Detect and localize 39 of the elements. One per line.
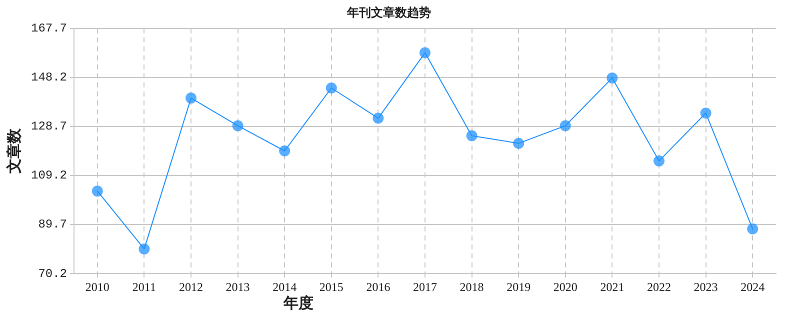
point xyxy=(326,82,337,94)
point xyxy=(186,92,197,104)
x-tick-label: 2019 xyxy=(506,280,531,294)
y-tick-label: 148.2 xyxy=(30,70,68,85)
x-tick-label: 2024 xyxy=(740,280,765,294)
point xyxy=(420,47,431,58)
point xyxy=(606,72,618,84)
x-tick-label: 2018 xyxy=(460,280,484,294)
x-tick-label: 2011 xyxy=(132,280,156,294)
point xyxy=(92,186,103,197)
point xyxy=(747,223,758,234)
x-tick-label: 2014 xyxy=(272,280,297,294)
x-tick-label: 2017 xyxy=(413,280,438,294)
chart-title: 年刊文章数趋势 xyxy=(346,5,431,20)
point xyxy=(279,145,290,156)
x-tick-label: 2010 xyxy=(85,280,110,294)
point xyxy=(372,112,384,124)
y-axis-title: 文章数 xyxy=(4,128,23,174)
x-tick-label: 2021 xyxy=(600,280,624,294)
x-axis-title: 年度 xyxy=(282,294,314,312)
x-tick-label: 2020 xyxy=(553,280,578,294)
x-tick-label: 2016 xyxy=(366,280,390,294)
point xyxy=(513,138,524,149)
point xyxy=(700,108,712,119)
x-tick-label: 2012 xyxy=(179,280,204,294)
y-tick-label: 109.2 xyxy=(30,168,68,183)
y-tick-label: 70.2 xyxy=(38,266,68,281)
x-tick-label: 2023 xyxy=(694,280,718,294)
x-tick-label: 2013 xyxy=(226,280,250,294)
point xyxy=(560,120,571,132)
point xyxy=(138,243,150,254)
y-tick-label: 89.7 xyxy=(38,218,68,232)
x-tick-label: 2022 xyxy=(647,280,671,294)
point xyxy=(466,130,478,142)
y-tick-label: 128.7 xyxy=(30,120,68,134)
y-tick-label: 167.7 xyxy=(30,22,68,36)
point xyxy=(654,155,664,166)
x-tick-label: 2015 xyxy=(319,280,344,294)
point xyxy=(232,120,244,132)
